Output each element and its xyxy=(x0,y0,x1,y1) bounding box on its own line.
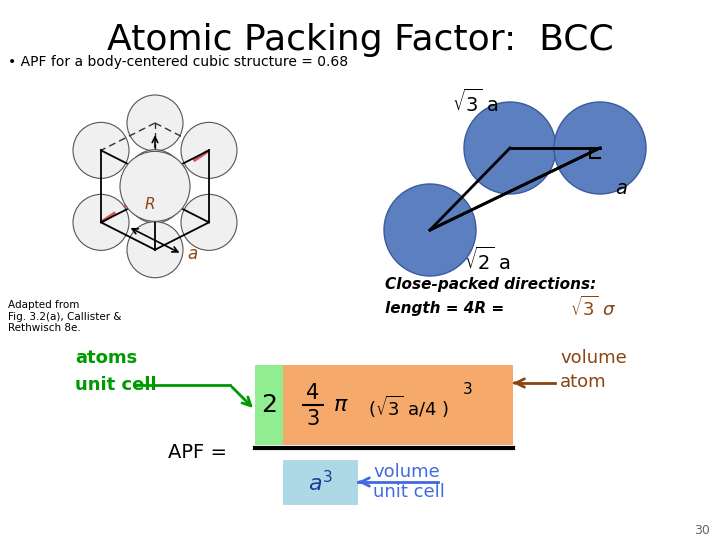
Text: 30: 30 xyxy=(694,523,710,537)
Text: a: a xyxy=(615,179,627,198)
Text: 3: 3 xyxy=(463,381,473,396)
Text: Atomic Packing Factor:  BCC: Atomic Packing Factor: BCC xyxy=(107,23,613,57)
Text: Adapted from
Fig. 3.2(a), Callister &
Rethwisch 8e.: Adapted from Fig. 3.2(a), Callister & Re… xyxy=(8,300,122,333)
Text: R: R xyxy=(145,197,156,212)
Circle shape xyxy=(464,102,556,194)
Text: APF =: APF = xyxy=(168,443,227,462)
Circle shape xyxy=(73,194,129,251)
Text: Close-packed directions:: Close-packed directions: xyxy=(385,278,596,293)
Text: a: a xyxy=(187,245,197,263)
FancyBboxPatch shape xyxy=(283,365,513,445)
Circle shape xyxy=(120,151,190,221)
Text: $\sqrt{3}$ $\sigma$: $\sqrt{3}$ $\sigma$ xyxy=(570,296,616,320)
Text: 2: 2 xyxy=(261,393,277,417)
Text: unit cell: unit cell xyxy=(75,376,157,394)
FancyBboxPatch shape xyxy=(283,460,358,505)
Text: atom: atom xyxy=(560,373,607,391)
Circle shape xyxy=(127,150,183,206)
Text: volume: volume xyxy=(560,349,626,367)
FancyBboxPatch shape xyxy=(255,365,283,445)
Text: length = 4R =: length = 4R = xyxy=(385,300,504,315)
Circle shape xyxy=(127,222,183,278)
Circle shape xyxy=(127,95,183,151)
Text: 3: 3 xyxy=(307,409,320,429)
Text: $\pi$: $\pi$ xyxy=(333,395,349,415)
Text: $\sqrt{2}$ a: $\sqrt{2}$ a xyxy=(464,246,511,274)
Circle shape xyxy=(384,184,476,276)
Text: unit cell: unit cell xyxy=(373,483,445,501)
Circle shape xyxy=(181,123,237,178)
Text: $\sqrt{3}$ a: $\sqrt{3}$ a xyxy=(452,89,499,116)
Circle shape xyxy=(127,167,183,223)
Text: 4: 4 xyxy=(307,383,320,403)
Text: $a^{3}$: $a^{3}$ xyxy=(308,470,333,495)
Text: • APF for a body-centered cubic structure = 0.68: • APF for a body-centered cubic structur… xyxy=(8,55,348,69)
Circle shape xyxy=(554,102,646,194)
Text: atoms: atoms xyxy=(75,349,138,367)
Text: volume: volume xyxy=(373,463,440,481)
Circle shape xyxy=(181,194,237,251)
Text: ($\sqrt{3}$ a/4 ): ($\sqrt{3}$ a/4 ) xyxy=(368,394,449,420)
Circle shape xyxy=(73,123,129,178)
